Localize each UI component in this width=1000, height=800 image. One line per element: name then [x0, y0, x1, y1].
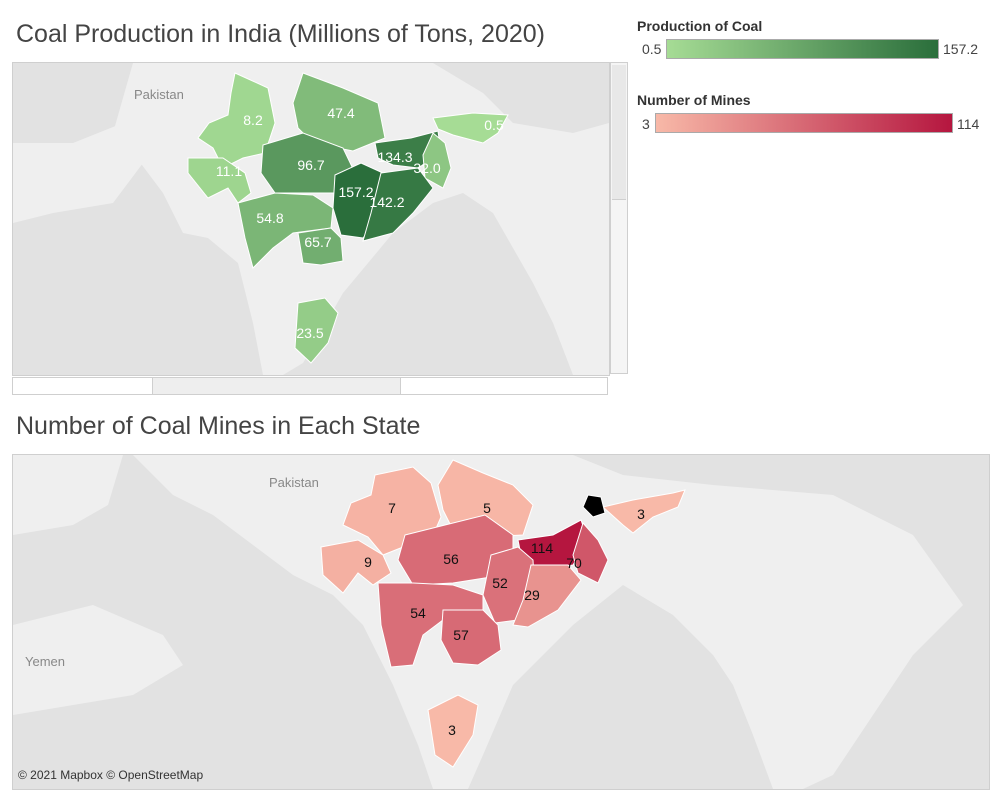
coal-mines-map[interactable]: 7 5 3 9 56 114 70 52 29 54 57 3 Pakistan Yemen [12, 454, 990, 790]
chart1-value-label: 11.1 [216, 163, 242, 179]
chart1-value-label: 65.7 [304, 234, 331, 250]
chart1-value-label: 54.8 [256, 210, 283, 226]
mines-map-canvas: 7 5 3 9 56 114 70 52 29 54 57 3 Pakistan Yemen [13, 455, 989, 789]
state-west-bengal [422, 132, 452, 189]
chart2-value-label: 29 [524, 587, 540, 603]
state-assam [432, 112, 509, 144]
mines-legend-gradient [655, 113, 953, 133]
production-map-horizontal-scrollbar[interactable] [12, 377, 608, 395]
chart2-value-label: 56 [443, 551, 459, 567]
chart1-value-label: 157.2 [338, 184, 373, 200]
state-odisha [362, 167, 434, 242]
state-tripura-2 [582, 494, 606, 518]
chart2-value-label: 5 [483, 500, 491, 516]
mines-legend-title: Number of Mines [637, 92, 751, 108]
chart2-value-label: 9 [364, 554, 372, 570]
chart2-value-label: 3 [637, 506, 645, 522]
country-label-pakistan: Pakistan [134, 87, 184, 102]
mines-legend-min: 3 [642, 116, 650, 132]
chart1-value-label: 32.0 [413, 160, 440, 176]
production-map-vertical-scrollbar[interactable] [610, 62, 628, 374]
chart1-value-label: 23.5 [296, 325, 323, 341]
production-legend-max: 157.2 [943, 41, 979, 57]
chart1-value-label: 134.3 [377, 149, 412, 165]
production-map-title: Coal Production in India (Millions of To… [16, 20, 545, 48]
vertical-scroll-thumb[interactable] [612, 65, 626, 200]
state-gujarat-2 [320, 539, 392, 594]
country-label-pakistan-2: Pakistan [269, 475, 319, 490]
chart2-value-label: 3 [448, 722, 456, 738]
state-tamil-nadu-2 [427, 694, 479, 768]
mines-map-title: Number of Coal Mines in Each State [16, 412, 421, 440]
state-uttar-pradesh [292, 72, 386, 152]
production-legend-gradient [666, 39, 939, 59]
chart2-value-label: 57 [453, 627, 469, 643]
chart2-value-label: 114 [531, 540, 554, 556]
state-telangana-2 [440, 609, 502, 666]
chart2-value-label: 52 [492, 575, 508, 591]
state-telangana [297, 227, 344, 266]
state-assam-2 [601, 489, 686, 534]
chart2-value-label: 7 [388, 500, 396, 516]
chart1-value-label: 0.5 [484, 117, 504, 133]
state-west-bengal-2 [572, 522, 609, 584]
chart2-value-label: 54 [410, 605, 426, 621]
chart1-value-label: 96.7 [297, 157, 324, 173]
map-attribution: © 2021 Mapbox © OpenStreetMap [18, 768, 204, 782]
mines-legend-max: 114 [957, 116, 980, 132]
coal-production-map[interactable]: 8.2 47.4 0.5 11.1 96.7 134.3 32.0 157.2 142.2 54.… [12, 62, 610, 376]
chart1-value-label: 8.2 [243, 112, 263, 128]
horizontal-scroll-thumb[interactable] [152, 378, 401, 394]
production-legend-min: 0.5 [642, 41, 662, 57]
state-odisha-2 [512, 564, 582, 628]
production-legend-title: Production of Coal [637, 18, 763, 34]
chart1-value-label: 47.4 [327, 105, 354, 121]
chart2-value-label: 70 [566, 555, 582, 571]
country-label-yemen: Yemen [25, 654, 65, 669]
state-tamil-nadu [294, 297, 339, 364]
chart1-value-label: 142.2 [369, 194, 404, 210]
